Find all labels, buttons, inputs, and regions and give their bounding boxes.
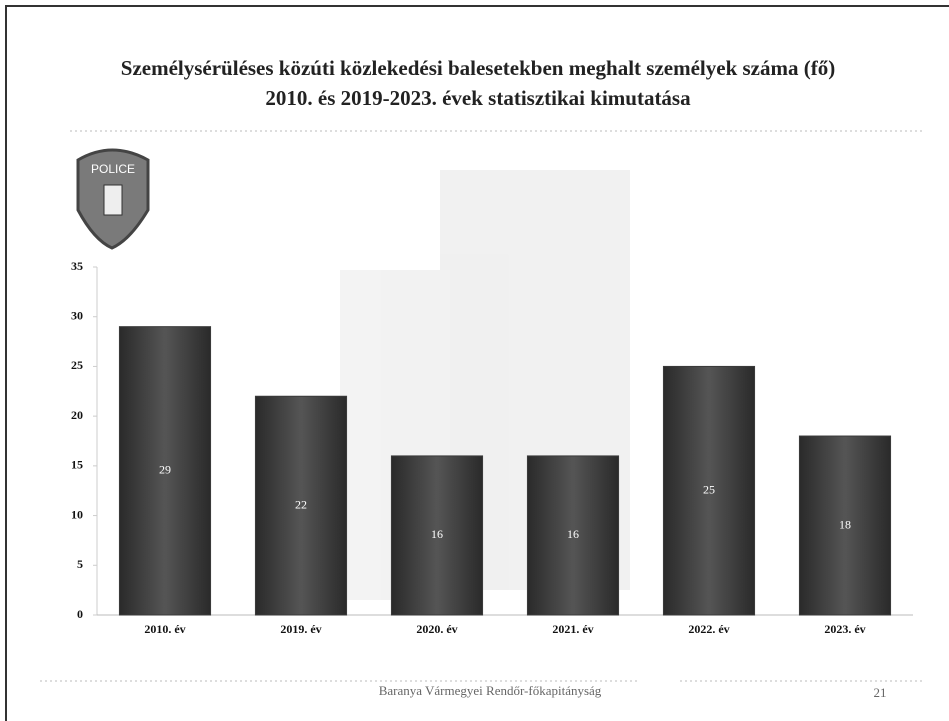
x-tick-label: 2019. év bbox=[280, 622, 321, 636]
page: Személysérüléses közúti közlekedési bale… bbox=[0, 0, 949, 721]
page-number: 21 bbox=[874, 685, 887, 700]
y-tick-label: 30 bbox=[71, 308, 83, 322]
tower bbox=[104, 185, 122, 215]
logo: POLICE bbox=[78, 150, 148, 248]
value-label: 16 bbox=[431, 527, 443, 541]
value-label: 16 bbox=[567, 527, 579, 541]
value-label: 25 bbox=[703, 482, 715, 496]
value-label: 29 bbox=[159, 463, 171, 477]
chart-subtitle: 2010. és 2019-2023. évek statisztikai ki… bbox=[265, 86, 691, 110]
y-tick-label: 20 bbox=[71, 408, 83, 422]
y-tick-label: 5 bbox=[77, 557, 83, 571]
logo-text: POLICE bbox=[91, 162, 135, 176]
footer-text: Baranya Vármegyei Rendőr-főkapitányság bbox=[379, 683, 602, 698]
y-tick-label: 35 bbox=[71, 259, 83, 273]
y-tick-label: 10 bbox=[71, 507, 83, 521]
y-tick-label: 15 bbox=[71, 458, 83, 472]
y-tick-label: 25 bbox=[71, 358, 83, 372]
x-tick-label: 2010. év bbox=[144, 622, 185, 636]
x-tick-label: 2021. év bbox=[552, 622, 593, 636]
x-tick-label: 2023. év bbox=[824, 622, 865, 636]
x-tick-label: 2022. év bbox=[688, 622, 729, 636]
y-tick-label: 0 bbox=[77, 607, 83, 621]
value-label: 22 bbox=[295, 497, 307, 511]
x-tick-label: 2020. év bbox=[416, 622, 457, 636]
chart-title: Személysérüléses közúti közlekedési bale… bbox=[121, 56, 835, 80]
value-label: 18 bbox=[839, 517, 851, 531]
slide: Személysérüléses közúti közlekedési bale… bbox=[0, 0, 949, 721]
